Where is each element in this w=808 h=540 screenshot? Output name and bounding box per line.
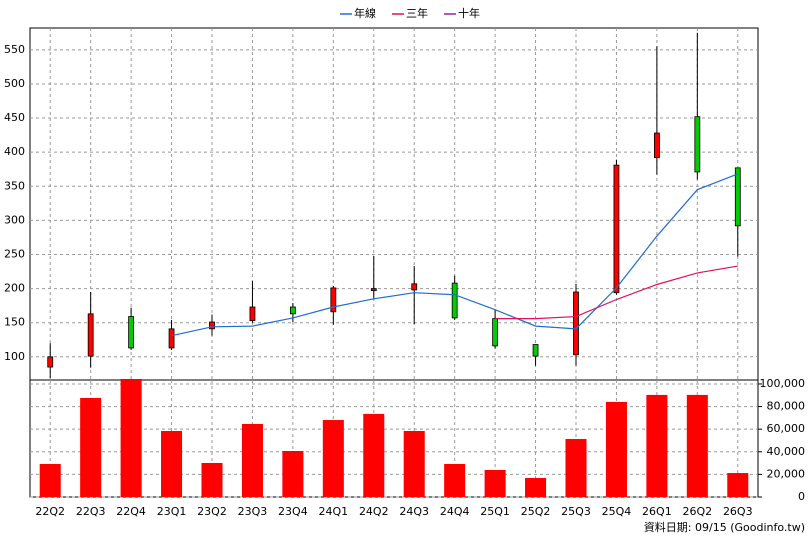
x-tick-label: 22Q4	[116, 505, 146, 518]
volume-bar	[282, 450, 304, 497]
y2-tick-label: 80,000	[767, 400, 806, 413]
candle-body	[573, 291, 579, 356]
legend-label: 十年	[458, 6, 480, 20]
volume-bar	[363, 413, 385, 497]
ma-line	[495, 265, 738, 320]
volume-bar	[201, 462, 223, 497]
candle-body	[87, 313, 94, 357]
candle-body	[492, 318, 499, 347]
candle-body	[451, 282, 458, 319]
price-frame	[29, 27, 759, 381]
volume-bar	[444, 463, 466, 497]
volume-bar	[484, 469, 506, 497]
x-tick-label: 23Q1	[157, 505, 187, 518]
candle-body	[532, 344, 539, 357]
x-tick-label: 26Q2	[683, 505, 713, 518]
volume-bar	[525, 478, 547, 497]
x-tick-label: 24Q2	[359, 505, 389, 518]
y2-tick-label: 60,000	[767, 422, 806, 435]
x-tick-label: 24Q1	[319, 505, 349, 518]
volume-bar	[403, 430, 425, 497]
volume-bar	[80, 397, 102, 497]
volume-frame	[29, 379, 759, 498]
y-tick-label: 350	[4, 179, 25, 192]
x-tick-label: 25Q2	[521, 505, 551, 518]
volume-bar	[565, 439, 587, 497]
volume-bar	[120, 378, 142, 497]
candle-body	[330, 287, 337, 313]
x-tick-label: 25Q3	[561, 505, 591, 518]
source-note: 資料日期: 09/15 (Goodinfo.tw)	[644, 520, 805, 534]
candle-body	[411, 283, 418, 291]
candle-body	[209, 321, 215, 330]
legend-label: 年線	[354, 6, 376, 20]
y-tick-label: 400	[4, 145, 25, 158]
candle-body	[653, 132, 660, 159]
ma-line	[171, 173, 738, 337]
y-tick-label: 100	[4, 350, 25, 363]
y-tick-label: 250	[4, 247, 25, 260]
x-tick-label: 25Q4	[602, 505, 632, 518]
x-tick-label: 26Q3	[723, 505, 753, 518]
candle-body	[249, 306, 256, 322]
candle-body	[734, 167, 741, 227]
volume-bar	[322, 420, 344, 497]
y-tick-label: 200	[4, 282, 25, 295]
x-tick-label: 24Q4	[440, 505, 470, 518]
volume-bar	[646, 394, 668, 497]
candle-body	[613, 164, 620, 294]
y2-tick-label: 0	[798, 490, 805, 503]
volume-bar	[605, 401, 627, 497]
x-tick-label: 25Q1	[480, 505, 510, 518]
x-tick-label: 24Q3	[399, 505, 429, 518]
y2-tick-label: 100,000	[760, 377, 806, 390]
y2-tick-label: 40,000	[767, 445, 806, 458]
y-tick-label: 500	[4, 77, 25, 90]
volume-bar	[161, 430, 183, 497]
volume-bar	[39, 463, 61, 497]
y2-tick-label: 20,000	[767, 467, 806, 480]
x-tick-label: 23Q4	[278, 505, 308, 518]
candle-body	[289, 306, 296, 315]
y-tick-label: 150	[4, 316, 25, 329]
candle-body	[128, 316, 135, 349]
volume-bar	[241, 423, 263, 497]
x-tick-label: 22Q3	[76, 505, 106, 518]
x-tick-label: 23Q3	[238, 505, 268, 518]
x-tick-label: 22Q2	[35, 505, 65, 518]
y-tick-label: 300	[4, 213, 25, 226]
x-tick-label: 23Q2	[197, 505, 227, 518]
y-tick-label: 450	[4, 111, 25, 124]
candle-body	[168, 328, 175, 349]
y-tick-label: 550	[4, 43, 25, 56]
candle-body	[370, 288, 377, 292]
volume-bar	[727, 473, 749, 497]
candle-body	[694, 116, 701, 173]
candle-body	[47, 356, 54, 368]
volume-bar	[686, 394, 708, 497]
legend-label: 三年	[406, 6, 428, 20]
x-tick-label: 26Q1	[642, 505, 672, 518]
